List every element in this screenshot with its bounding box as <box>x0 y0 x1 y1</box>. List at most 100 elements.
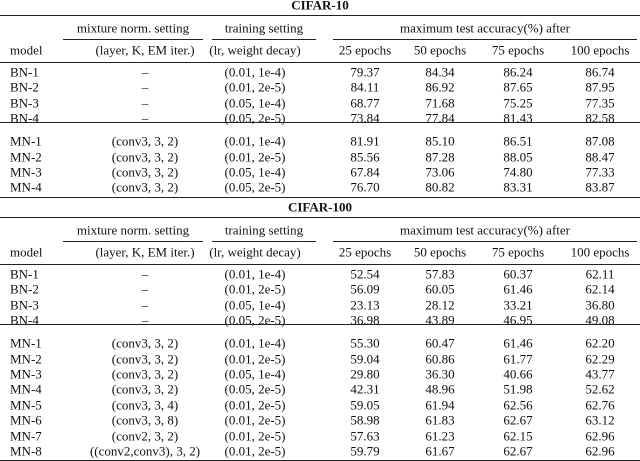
cell: 86.24 <box>503 64 533 80</box>
cell: 61.77 <box>503 351 533 367</box>
cell: 60.86 <box>425 351 455 367</box>
cell: (0.05, 1e-4) <box>224 297 286 313</box>
group-header: mixture norm. setting <box>76 20 190 36</box>
rule <box>0 196 640 198</box>
cell: – <box>141 79 149 95</box>
column-header: 100 epochs <box>570 244 630 260</box>
cell: MN-7 <box>10 428 42 444</box>
cell: 87.28 <box>425 149 455 165</box>
group-header: maximum test accuracy(%) after <box>400 222 570 238</box>
cell: MN-2 <box>10 149 42 165</box>
cell: 62.29 <box>585 351 615 367</box>
cell: 40.66 <box>503 366 533 382</box>
cell: MN-8 <box>10 443 42 459</box>
cell: (0.01, 1e-4) <box>224 64 286 80</box>
cell: 73.06 <box>425 164 455 180</box>
cell: (0.05, 1e-4) <box>224 366 286 382</box>
cell: 57.83 <box>425 266 455 282</box>
group-header: mixture norm. setting <box>76 222 190 238</box>
cell: 80.82 <box>425 179 455 195</box>
cell: (0.01, 2e-5) <box>224 351 286 367</box>
cell: 81.43 <box>503 110 533 126</box>
rule <box>63 241 203 242</box>
column-header: (lr, weight decay) <box>209 42 301 58</box>
cell: (conv3, 3, 2) <box>111 179 179 195</box>
cell: 36.80 <box>585 297 615 313</box>
cell: (0.05, 1e-4) <box>224 164 286 180</box>
cell: MN-3 <box>10 366 42 382</box>
cell: 67.84 <box>350 164 380 180</box>
cell: BN-4 <box>10 110 39 126</box>
cell: MN-1 <box>10 133 42 149</box>
cell: (conv3, 3, 2) <box>111 164 179 180</box>
cell: (0.01, 2e-5) <box>224 149 286 165</box>
column-header: 75 epochs <box>491 244 545 260</box>
cell: 77.84 <box>425 110 455 126</box>
column-header: model <box>10 244 43 260</box>
cell: 36.98 <box>350 312 380 328</box>
cell: 60.37 <box>503 266 533 282</box>
cell: 52.54 <box>350 266 380 282</box>
column-header: 50 epochs <box>413 42 467 58</box>
cell: (0.01, 1e-4) <box>224 266 286 282</box>
cell: 84.34 <box>425 64 455 80</box>
table-title: CIFAR-100 <box>287 199 353 215</box>
cell: 88.05 <box>503 149 533 165</box>
cell: 77.35 <box>585 95 615 111</box>
cell: 88.47 <box>585 149 615 165</box>
cell: 62.56 <box>503 397 533 413</box>
cell: BN-2 <box>10 79 39 95</box>
cell: – <box>141 281 149 297</box>
cell: 61.94 <box>425 397 455 413</box>
rule <box>0 62 640 63</box>
cell: 62.67 <box>503 412 533 428</box>
cell: BN-1 <box>10 266 39 282</box>
cell: 83.31 <box>503 179 533 195</box>
column-header: 100 epochs <box>570 42 630 58</box>
cell: 87.65 <box>503 79 533 95</box>
cell: 62.76 <box>585 397 615 413</box>
cell: (conv3, 3, 2) <box>111 149 179 165</box>
cell: BN-3 <box>10 95 39 111</box>
rule <box>333 241 637 242</box>
cell: 71.68 <box>425 95 455 111</box>
group-header: training setting <box>224 222 304 238</box>
cell: 62.96 <box>585 443 615 459</box>
cell: (0.05, 2e-5) <box>224 179 286 195</box>
cell: 62.67 <box>503 443 533 459</box>
rule <box>212 39 316 40</box>
cell: 77.33 <box>585 164 615 180</box>
column-header: 75 epochs <box>491 42 545 58</box>
cell: 56.09 <box>350 281 380 297</box>
cell: 86.74 <box>585 64 615 80</box>
cell: (conv2, 3, 2) <box>111 428 179 444</box>
column-header: model <box>10 42 43 58</box>
cell: 87.95 <box>585 79 615 95</box>
cell: 43.77 <box>585 366 615 382</box>
cell: 33.21 <box>503 297 533 313</box>
cell: 52.62 <box>585 381 615 397</box>
cell: (0.05, 1e-4) <box>224 95 286 111</box>
cell: (conv3, 3, 2) <box>111 351 179 367</box>
cell: 81.91 <box>350 133 380 149</box>
cell: 59.79 <box>350 443 380 459</box>
cell: (0.01, 2e-5) <box>224 428 286 444</box>
cell: 60.47 <box>425 335 455 351</box>
cell: 62.11 <box>585 266 615 282</box>
cell: MN-2 <box>10 351 42 367</box>
cell: BN-2 <box>10 281 39 297</box>
cell: 62.15 <box>503 428 533 444</box>
cell: 61.46 <box>503 281 533 297</box>
cell: – <box>141 64 149 80</box>
cell: 55.30 <box>350 335 380 351</box>
cell: MN-4 <box>10 381 42 397</box>
cell: – <box>141 95 149 111</box>
cell: 62.14 <box>585 281 615 297</box>
cell: MN-1 <box>10 335 42 351</box>
cell: 62.96 <box>585 428 615 444</box>
cell: 75.25 <box>503 95 533 111</box>
cell: BN-4 <box>10 312 39 328</box>
group-header: training setting <box>224 20 304 36</box>
cell: 59.05 <box>350 397 380 413</box>
